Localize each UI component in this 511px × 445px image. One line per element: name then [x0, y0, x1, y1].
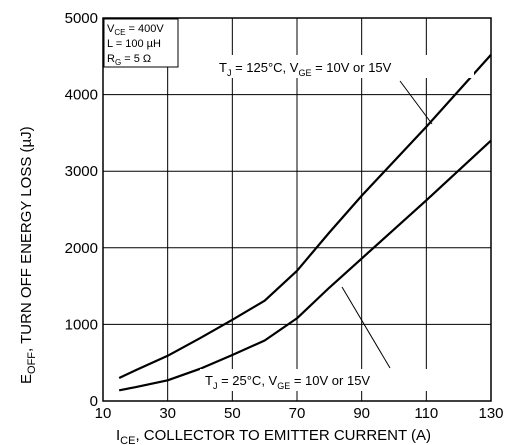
x-tick-label: 70: [289, 405, 306, 422]
annotation-125-bg: [214, 55, 474, 78]
y-axis-label: EOFF, TURN OFF ENERGY LOSS (µJ): [18, 126, 38, 384]
y-tick-label: 3000: [65, 163, 98, 180]
conditions-box: [103, 18, 179, 68]
x-tick-label: 130: [478, 405, 503, 422]
condition-l: L = 100 µH: [107, 38, 161, 50]
y-tick-label: 5000: [65, 10, 98, 27]
x-axis-label: ICE, COLLECTOR TO EMITTER CURRENT (A): [116, 427, 431, 445]
annotation-25-bg: [200, 369, 462, 391]
leader-25: [341, 286, 391, 369]
condition-rg: RG = 5 Ω: [107, 53, 151, 67]
x-tick-labels: 10 30 50 70 90 110 130: [95, 405, 504, 422]
x-tick-label: 110: [414, 405, 438, 422]
series-25-label: TJ = 25°C, VGE = 10V or 15V: [205, 373, 370, 391]
y-tick-label: 4000: [65, 87, 98, 104]
y-tick-label: 0: [90, 393, 98, 410]
x-tick-label: 90: [353, 405, 370, 422]
curve-tj-125: [118, 54, 492, 380]
x-tick-label: 30: [159, 405, 176, 422]
y-tick-label: 2000: [65, 240, 98, 257]
y-tick-label: 1000: [65, 316, 98, 333]
condition-vce: VCE = 400V: [107, 23, 164, 37]
series-125-label: TJ = 125°C, VGE = 10V or 15V: [219, 60, 392, 78]
x-tick-label: 50: [224, 405, 241, 422]
plot-frame: [102, 17, 492, 402]
curves: [118, 54, 492, 392]
curve-tj-25: [118, 139, 492, 392]
leader-125: [399, 80, 433, 125]
x-tick-label: 10: [95, 405, 112, 422]
y-tick-labels: 0 1000 2000 3000 4000 5000: [65, 10, 98, 410]
